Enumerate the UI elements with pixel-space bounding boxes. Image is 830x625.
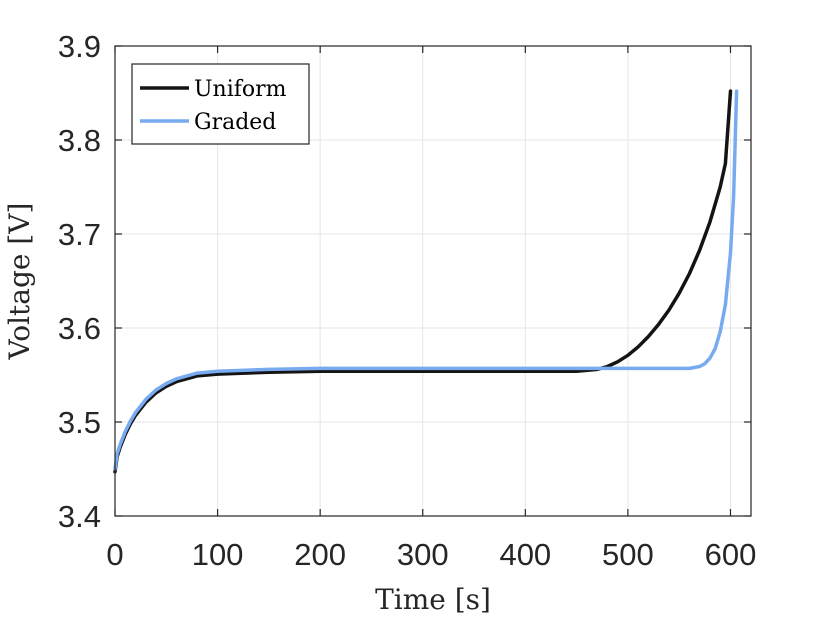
series-line-graded [113,89,739,471]
legend: Uniform Graded [131,63,310,145]
y-tick-label: 3.7 [58,217,101,252]
legend-label-graded: Graded [194,110,276,135]
x-tick-label: 500 [602,537,654,572]
legend-box [131,63,310,145]
y-tick-label: 3.5 [58,405,101,440]
x-tick-label: 200 [294,537,346,572]
x-tick-label: 0 [106,537,123,572]
y-tick-label: 3.9 [58,29,101,64]
x-tick-label: 300 [397,537,449,572]
y-tick-labels: 3.4 3.5 3.6 3.7 3.8 3.9 [58,29,101,534]
y-axis-label: Voltage [V] [3,203,36,361]
y-tick-label: 3.4 [58,499,101,534]
x-tick-label: 100 [192,537,244,572]
plot-frame [114,45,752,517]
series-line-uniform [113,89,733,474]
x-axis-label: Time [s] [375,583,491,616]
y-tick-label: 3.8 [58,123,101,158]
x-tick-label: 600 [705,537,757,572]
legend-label-uniform: Uniform [194,77,287,102]
series-layer [113,89,739,474]
x-tick-label: 400 [499,537,551,572]
x-tick-labels: 0 100 200 300 400 500 600 [106,537,756,572]
y-tick-label: 3.6 [58,311,101,346]
tick-marks [114,45,751,517]
